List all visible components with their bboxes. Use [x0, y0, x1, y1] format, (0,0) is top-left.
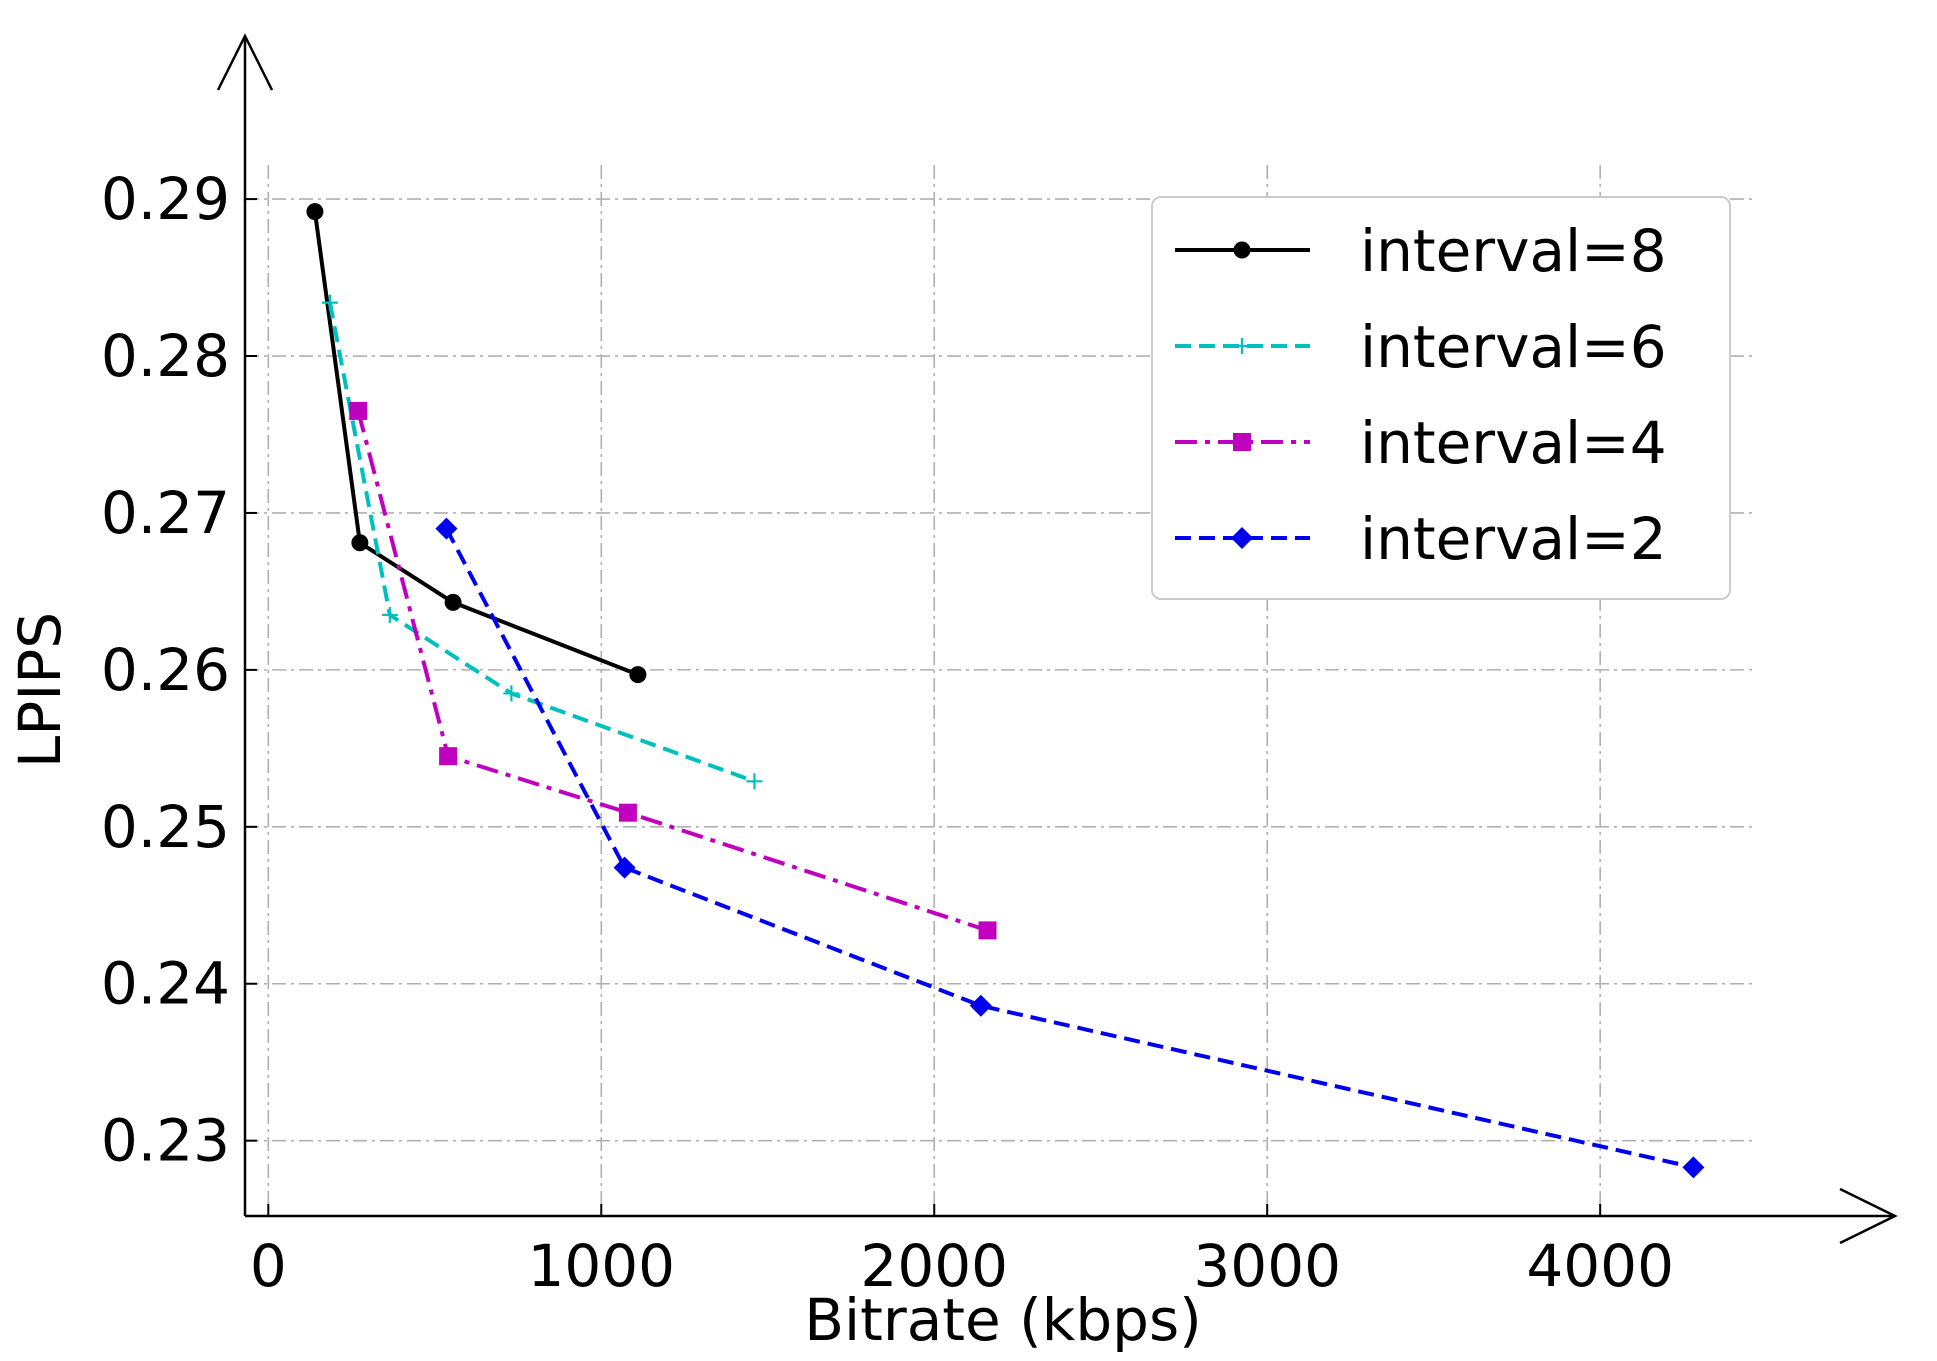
data-point — [613, 856, 636, 879]
y-tick-label: 0.25 — [101, 793, 230, 861]
legend-label: interval=6 — [1360, 313, 1667, 381]
series-line — [312, 211, 639, 677]
data-point — [969, 994, 992, 1017]
data-point — [618, 803, 637, 822]
x-axis-arrow — [1839, 1187, 1898, 1245]
x-tick-label: 3000 — [1193, 1232, 1341, 1300]
legend-entry: interval=4 — [1175, 409, 1667, 477]
legend-marker — [1233, 433, 1251, 451]
axes-layer — [216, 33, 1898, 1245]
series-interval-2 — [435, 517, 1705, 1179]
x-axis-label: Bitrate (kbps) — [804, 1286, 1202, 1354]
data-point — [306, 203, 324, 221]
legend-marker — [1233, 241, 1251, 259]
legend-entry: interval=2 — [1175, 505, 1667, 573]
series-interval-8 — [306, 203, 647, 684]
y-tick-label: 0.27 — [101, 479, 230, 547]
y-axis-label: LPIPS — [6, 612, 74, 768]
data-point — [321, 294, 338, 311]
series-interval-4 — [349, 401, 997, 940]
x-tick-label: 2000 — [860, 1232, 1008, 1300]
legend-marker — [1231, 527, 1253, 549]
series-line — [356, 410, 989, 933]
legend: interval=8 interval=6 interval=4 interval=2 — [1151, 196, 1731, 600]
legend-label: interval=8 — [1360, 217, 1667, 285]
x-tick-label: 4000 — [1526, 1232, 1674, 1300]
data-point — [746, 773, 763, 790]
x-tick-label: 1000 — [527, 1232, 675, 1300]
data-point — [978, 921, 997, 940]
y-tick-label: 0.29 — [101, 165, 230, 233]
y-tick-label: 0.26 — [101, 636, 230, 704]
ticks-layer: 0.23 0.24 0.25 0.26 0.27 0.28 0.29 0 1000 2000 300… — [101, 165, 1674, 1300]
x-tick-label: 0 — [250, 1232, 287, 1300]
series-interval-6 — [321, 294, 763, 790]
data-point — [503, 685, 520, 702]
data-point — [349, 401, 368, 420]
series-line — [327, 302, 756, 784]
data-point — [381, 606, 398, 623]
y-tick-label: 0.28 — [101, 322, 230, 390]
y-tick-label: 0.24 — [101, 950, 230, 1018]
data-point — [629, 666, 647, 684]
y-tick-label: 0.23 — [101, 1107, 230, 1175]
y-axis-arrow — [216, 33, 274, 91]
legend-box — [1151, 196, 1731, 600]
data-point — [351, 534, 369, 552]
legend-label: interval=4 — [1360, 409, 1667, 477]
series-line — [444, 527, 1694, 1170]
legend-marker — [1234, 338, 1250, 354]
data-point — [1682, 1156, 1705, 1179]
legend-entry: interval=8 — [1175, 217, 1667, 285]
series-layer — [306, 203, 1705, 1179]
data-point — [439, 747, 458, 766]
data-point — [435, 517, 458, 540]
data-point — [444, 593, 462, 611]
legend-label: interval=2 — [1360, 505, 1667, 573]
legend-entry: interval=6 — [1175, 313, 1667, 381]
